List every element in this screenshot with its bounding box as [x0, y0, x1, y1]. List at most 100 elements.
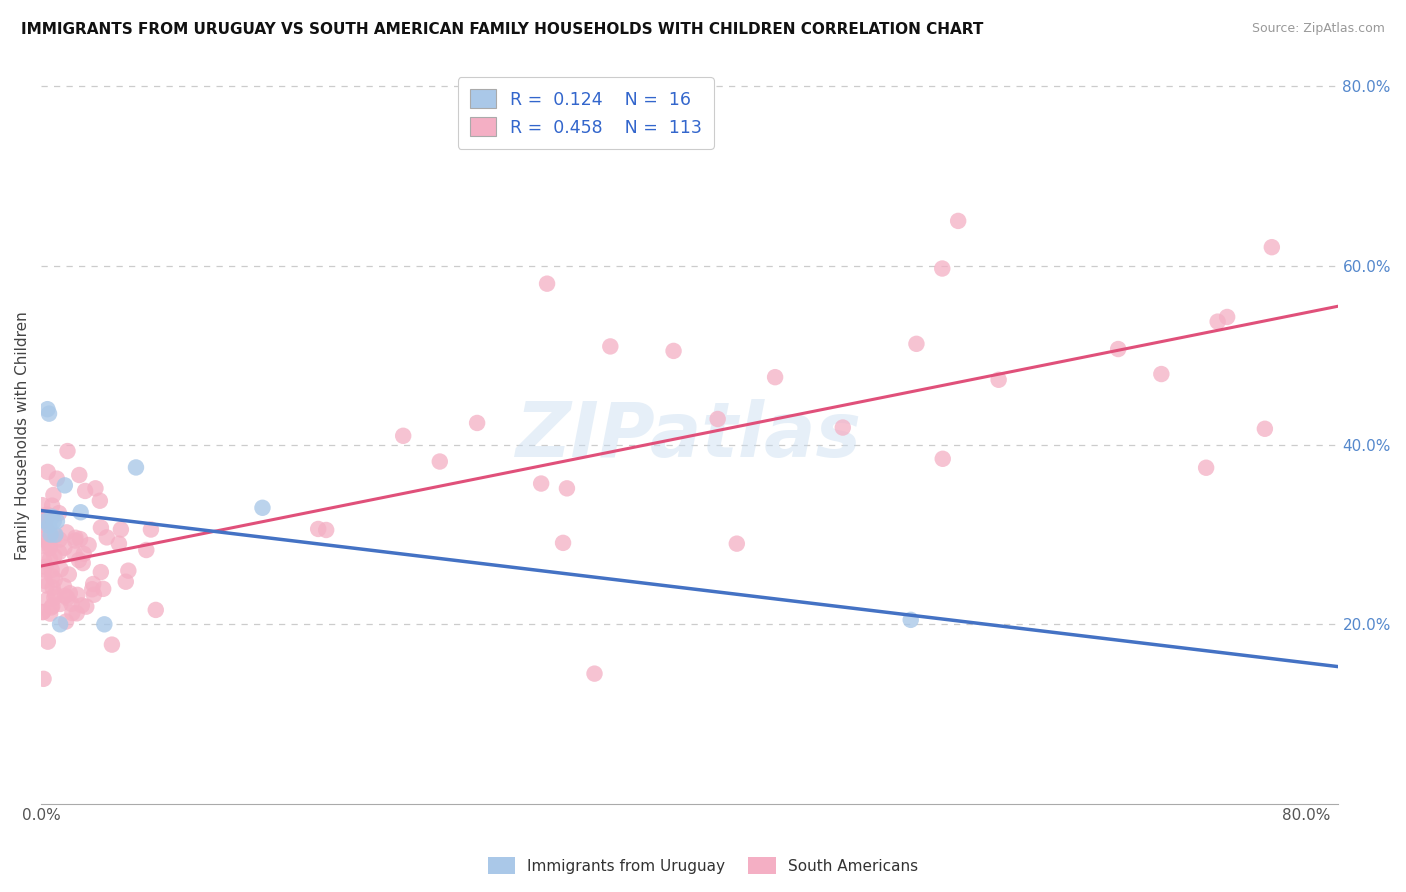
Point	[763, 370, 786, 384]
Point	[70, 599, 93, 613]
Point	[44, 527, 66, 541]
Point	[392, 429, 415, 443]
Point	[1195, 460, 1218, 475]
Point	[583, 666, 606, 681]
Point	[41, 599, 63, 613]
Point	[34, 574, 56, 588]
Point	[53, 478, 76, 492]
Point	[31, 605, 53, 619]
Point	[905, 336, 928, 351]
Point	[67, 468, 90, 483]
Point	[44, 591, 66, 605]
Point	[41, 563, 63, 577]
Point	[42, 514, 65, 528]
Point	[32, 539, 55, 553]
Point	[48, 533, 70, 547]
Point	[60, 606, 83, 620]
Point	[706, 412, 728, 426]
Point	[56, 591, 79, 605]
Point	[41, 581, 63, 595]
Point	[49, 617, 72, 632]
Point	[125, 460, 148, 475]
Point	[551, 536, 574, 550]
Point	[114, 574, 136, 589]
Point	[58, 567, 80, 582]
Point	[32, 605, 55, 619]
Point	[900, 613, 922, 627]
Point	[67, 553, 90, 567]
Point	[662, 343, 685, 358]
Point	[1150, 367, 1173, 381]
Point	[56, 444, 79, 458]
Point	[530, 476, 553, 491]
Point	[307, 522, 329, 536]
Point	[34, 510, 56, 524]
Point	[38, 538, 60, 552]
Point	[45, 514, 67, 528]
Point	[536, 277, 558, 291]
Point	[77, 538, 100, 552]
Point	[32, 553, 55, 567]
Point	[39, 552, 62, 566]
Point	[252, 500, 274, 515]
Point	[31, 517, 53, 532]
Point	[49, 597, 72, 611]
Point	[89, 493, 111, 508]
Point	[42, 488, 65, 502]
Point	[48, 545, 70, 559]
Point	[65, 531, 87, 545]
Point	[75, 483, 97, 498]
Point	[44, 587, 66, 601]
Point	[32, 563, 55, 577]
Point	[44, 529, 66, 543]
Point	[34, 559, 56, 574]
Point	[37, 534, 59, 549]
Point	[37, 465, 59, 479]
Point	[931, 261, 953, 276]
Point	[66, 588, 89, 602]
Text: IMMIGRANTS FROM URUGUAY VS SOUTH AMERICAN FAMILY HOUSEHOLDS WITH CHILDREN CORREL: IMMIGRANTS FROM URUGUAY VS SOUTH AMERICA…	[21, 22, 983, 37]
Point	[31, 498, 53, 512]
Point	[52, 579, 75, 593]
Legend: Immigrants from Uruguay, South Americans: Immigrants from Uruguay, South Americans	[482, 851, 924, 880]
Point	[725, 536, 748, 550]
Point	[41, 509, 63, 524]
Point	[75, 599, 97, 614]
Point	[63, 533, 86, 548]
Point	[82, 582, 104, 597]
Point	[69, 505, 91, 519]
Point	[35, 512, 58, 526]
Point	[35, 508, 58, 522]
Point	[831, 420, 853, 434]
Point	[59, 586, 82, 600]
Point	[1261, 240, 1284, 254]
Point	[37, 634, 59, 648]
Point	[1107, 342, 1129, 356]
Point	[44, 549, 66, 563]
Point	[139, 523, 162, 537]
Point	[465, 416, 488, 430]
Point	[108, 537, 131, 551]
Point	[35, 579, 58, 593]
Point	[91, 582, 114, 596]
Point	[66, 607, 89, 621]
Point	[41, 600, 63, 615]
Y-axis label: Family Households with Children: Family Households with Children	[15, 311, 30, 560]
Point	[55, 525, 77, 540]
Point	[37, 402, 59, 417]
Point	[946, 214, 969, 228]
Point	[932, 451, 955, 466]
Point	[32, 672, 55, 686]
Point	[38, 407, 60, 421]
Point	[38, 518, 60, 533]
Text: Source: ZipAtlas.com: Source: ZipAtlas.com	[1251, 22, 1385, 36]
Point	[55, 615, 77, 629]
Point	[599, 339, 621, 353]
Point	[41, 569, 63, 583]
Point	[37, 592, 59, 607]
Point	[73, 547, 96, 561]
Point	[44, 573, 66, 587]
Point	[1206, 315, 1229, 329]
Point	[35, 514, 58, 528]
Point	[90, 565, 112, 579]
